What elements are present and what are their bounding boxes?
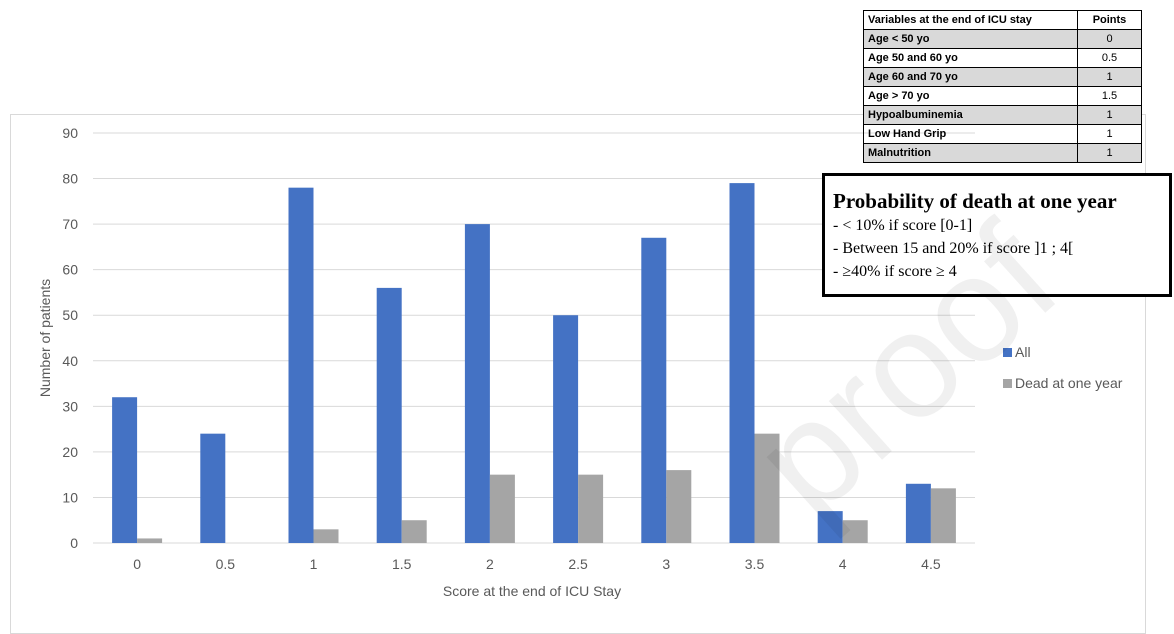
probability-line: - Between 15 and 20% if score ]1 ; 4[ [833, 240, 1074, 257]
x-tick-label: 3 [662, 556, 670, 572]
probability-line: - < 10% if score [0-1] [833, 217, 973, 234]
bar-all [288, 187, 314, 543]
y-tick-label: 50 [62, 307, 78, 323]
score-table-header-points: Points [1077, 10, 1142, 30]
y-axis-title: Number of patients [37, 279, 53, 397]
score-table-row: Age < 50 yo 0 [863, 29, 1142, 49]
score-table-points: 0.5 [1077, 48, 1142, 68]
x-tick-label: 2 [486, 556, 494, 572]
x-tick-label: 4 [839, 556, 847, 572]
bar-all [905, 483, 931, 543]
x-tick-label: 0.5 [216, 556, 236, 572]
x-tick-label: 2.5 [568, 556, 588, 572]
bar-dead-at-one-year [313, 529, 339, 543]
score-table-variable: Age > 70 yo [863, 86, 1078, 106]
score-table-variable: Age 60 and 70 yo [863, 67, 1078, 87]
probability-box: Probability of death at one year - < 10%… [822, 173, 1172, 297]
bar-all [112, 397, 138, 543]
bar-dead-at-one-year [754, 433, 780, 543]
score-table-row: Malnutrition 1 [863, 143, 1142, 163]
bar-all [200, 433, 226, 543]
x-tick-label: 4.5 [921, 556, 941, 572]
score-table-row: Age 60 and 70 yo 1 [863, 67, 1142, 87]
legend-label: Dead at one year [1015, 375, 1123, 391]
legend: All Dead at one year [1003, 344, 1123, 391]
score-table-variable: Hypoalbuminemia [863, 105, 1078, 125]
x-tick-label: 0 [133, 556, 141, 572]
x-tick-label: 1.5 [392, 556, 412, 572]
bar-dead-at-one-year [578, 474, 604, 543]
score-table: Variables at the end of ICU stay Points … [863, 10, 1142, 163]
bar-dead-at-one-year [137, 538, 163, 543]
bar-all [641, 237, 667, 543]
x-axis-ticks: 0 0.5 1 1.5 2 2.5 3 3.5 4 4.5 [133, 556, 941, 572]
probability-box-title: Probability of death at one year [833, 189, 1117, 213]
x-tick-label: 3.5 [745, 556, 765, 572]
score-table-points: 1 [1077, 105, 1142, 125]
score-table-row: Age > 70 yo 1.5 [863, 86, 1142, 106]
legend-label: All [1015, 344, 1031, 360]
score-table-variable: Malnutrition [863, 143, 1078, 163]
bar-dead-at-one-year [489, 474, 515, 543]
bar-dead-at-one-year [401, 520, 427, 543]
x-axis-title: Score at the end of ICU Stay [443, 583, 621, 599]
score-table-points: 1 [1077, 124, 1142, 144]
y-tick-label: 90 [62, 125, 78, 141]
score-table-variable: Age 50 and 60 yo [863, 48, 1078, 68]
x-tick-label: 1 [310, 556, 318, 572]
bar-all [817, 511, 843, 543]
score-table-variable: Low Hand Grip [863, 124, 1078, 144]
score-table-points: 1 [1077, 143, 1142, 163]
y-axis-ticks: 0 10 20 30 40 50 60 70 80 90 [62, 125, 78, 551]
bar-all [553, 315, 579, 543]
bar-dead-at-one-year [930, 488, 956, 543]
bar-all [464, 224, 490, 543]
score-table-row: Low Hand Grip 1 [863, 124, 1142, 144]
y-tick-label: 0 [70, 535, 78, 551]
score-table-header-variable: Variables at the end of ICU stay [863, 10, 1078, 30]
y-tick-label: 20 [62, 444, 78, 460]
score-table-row: Hypoalbuminemia 1 [863, 105, 1142, 125]
score-table-points: 0 [1077, 29, 1142, 49]
bar-dead-at-one-year [842, 520, 868, 543]
y-tick-label: 30 [62, 398, 78, 414]
bar-all [376, 287, 402, 543]
y-tick-label: 60 [62, 262, 78, 278]
bar-dead-at-one-year [666, 470, 692, 543]
probability-line: - ≥40% if score ≥ 4 [833, 263, 957, 280]
score-table-points: 1.5 [1077, 86, 1142, 106]
bar-all [729, 183, 755, 543]
y-tick-label: 80 [62, 171, 78, 187]
y-tick-label: 10 [62, 489, 78, 505]
score-table-points: 1 [1077, 67, 1142, 87]
score-table-header-row: Variables at the end of ICU stay Points [863, 10, 1142, 30]
bars [112, 183, 956, 543]
legend-swatch [1003, 379, 1012, 388]
y-tick-label: 70 [62, 216, 78, 232]
score-table-row: Age 50 and 60 yo 0.5 [863, 48, 1142, 68]
score-table-variable: Age < 50 yo [863, 29, 1078, 49]
y-tick-label: 40 [62, 353, 78, 369]
legend-swatch [1003, 348, 1012, 357]
